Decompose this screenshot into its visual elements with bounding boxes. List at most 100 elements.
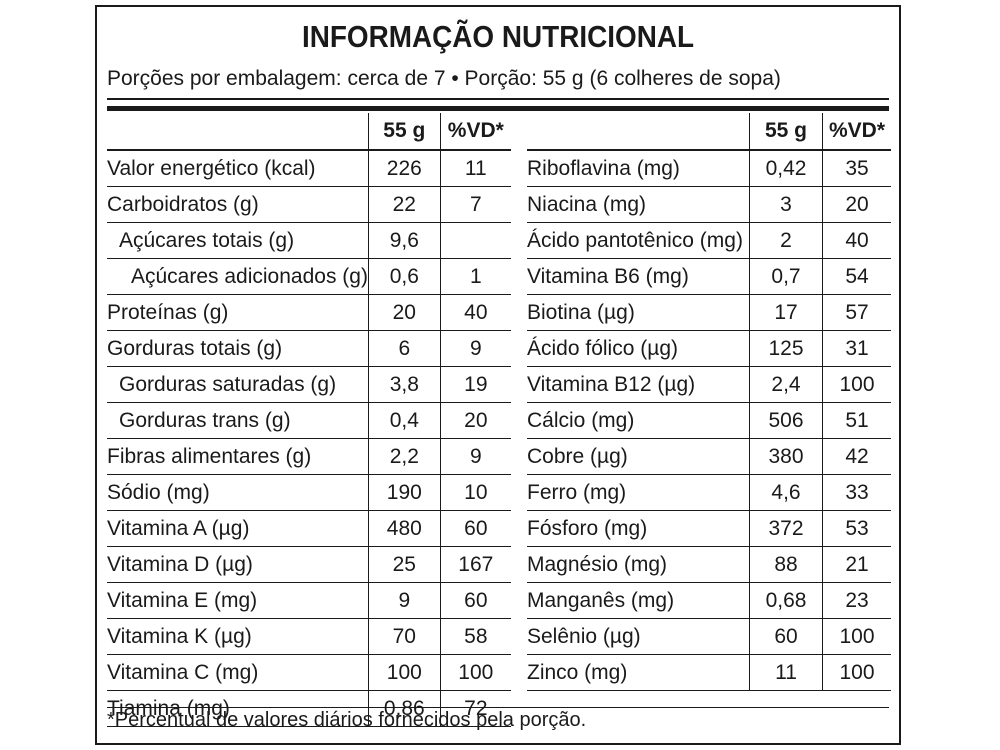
nutrient-row: Vitamina K (µg) 70 58 — [107, 618, 511, 655]
nutrient-dv: 42 — [822, 438, 891, 475]
nutrient-name: Vitamina A (µg) — [107, 510, 369, 547]
nutrient-dv: 100 — [822, 366, 891, 403]
nutrient-dv: 53 — [822, 510, 891, 547]
nutrient-amount: 25 — [367, 546, 441, 583]
nutrient-row: Vitamina C (mg) 100 100 — [107, 654, 511, 691]
nutrient-row: Gorduras trans (g) 0,4 20 — [107, 402, 511, 439]
nutrient-amount: 3 — [749, 186, 823, 223]
nutrient-dv: 1 — [439, 258, 511, 295]
nutrient-row: Ácido pantotênico (mg) 2 40 — [527, 222, 891, 259]
header-amount: 55 g — [749, 113, 823, 151]
nutrient-name: Valor energético (kcal) — [107, 150, 369, 187]
nutrient-dv: 60 — [439, 510, 511, 547]
nutrient-dv — [439, 222, 511, 259]
left-nutrient-table: 55 g %VD* Valor energético (kcal) 226 11 Ca… — [107, 113, 511, 727]
nutrient-name: Ferro (mg) — [527, 474, 750, 511]
header-amount: 55 g — [367, 113, 441, 151]
nutrient-amount: 100 — [367, 654, 441, 691]
nutrient-name: Ácido pantotênico (mg) — [527, 222, 750, 259]
nutrient-dv: 60 — [439, 582, 511, 619]
nutrient-name: Niacina (mg) — [527, 186, 750, 223]
nutrient-row: Cálcio (mg) 506 51 — [527, 402, 891, 439]
nutrient-name: Vitamina C (mg) — [107, 654, 369, 691]
right-nutrient-table: 55 g %VD* Riboflavina (mg) 0,42 35 Niacina … — [527, 113, 891, 691]
nutrient-dv: 58 — [439, 618, 511, 655]
nutrient-dv: 23 — [822, 582, 891, 619]
nutrient-amount: 0,42 — [749, 150, 823, 187]
nutrient-dv: 35 — [822, 150, 891, 187]
nutrient-name: Cobre (µg) — [527, 438, 750, 475]
label-title: INFORMAÇÃO NUTRICIONAL — [301, 19, 695, 54]
nutrient-amount: 6 — [367, 330, 441, 367]
thick-divider — [107, 106, 889, 111]
nutrient-dv: 19 — [439, 366, 511, 403]
nutrient-row: Ferro (mg) 4,6 33 — [527, 474, 891, 511]
nutrient-amount: 0,6 — [367, 258, 441, 295]
nutrient-amount: 4,6 — [749, 474, 823, 511]
nutrient-amount: 70 — [367, 618, 441, 655]
nutrient-name: Magnésio (mg) — [527, 546, 750, 583]
nutrient-dv: 33 — [822, 474, 891, 511]
nutrient-name: Vitamina B6 (mg) — [527, 258, 750, 295]
nutrient-name: Vitamina B12 (µg) — [527, 366, 750, 403]
nutrient-row: Sódio (mg) 190 10 — [107, 474, 511, 511]
footnote-divider — [107, 707, 889, 708]
nutrient-name: Biotina (µg) — [527, 294, 750, 331]
nutrient-amount: 11 — [749, 654, 823, 691]
nutrient-dv: 21 — [822, 546, 891, 583]
nutrient-row: Vitamina B6 (mg) 0,7 54 — [527, 258, 891, 295]
nutrient-amount: 88 — [749, 546, 823, 583]
nutrient-amount: 0,7 — [749, 258, 823, 295]
header-blank — [527, 113, 750, 151]
nutrient-amount: 9,6 — [367, 222, 441, 259]
nutrient-dv: 11 — [439, 150, 511, 187]
nutrient-row: Açúcares adicionados (g) 0,6 1 — [107, 258, 511, 295]
nutrient-row: Manganês (mg) 0,68 23 — [527, 582, 891, 619]
nutrient-amount: 3,8 — [367, 366, 441, 403]
nutrient-name: Tiamina (mg) — [107, 690, 369, 727]
nutrient-name: Sódio (mg) — [107, 474, 369, 511]
nutrient-dv: 100 — [822, 618, 891, 655]
nutrient-name: Selênio (µg) — [527, 618, 750, 655]
nutrient-row: Vitamina E (mg) 9 60 — [107, 582, 511, 619]
nutrient-row: Biotina (µg) 17 57 — [527, 294, 891, 331]
nutrient-amount: 2,4 — [749, 366, 823, 403]
nutrient-amount: 0,68 — [749, 582, 823, 619]
nutrient-amount: 9 — [367, 582, 441, 619]
nutrient-name: Fibras alimentares (g) — [107, 438, 369, 475]
nutrient-dv: 100 — [822, 654, 891, 691]
nutrient-row: Tiamina (mg) 0,86 72 — [107, 690, 511, 727]
nutrient-name: Gorduras totais (g) — [107, 330, 369, 367]
nutrient-amount: 60 — [749, 618, 823, 655]
serving-divider — [107, 98, 889, 100]
nutrient-name: Vitamina E (mg) — [107, 582, 369, 619]
nutrient-name: Açúcares adicionados (g) — [107, 258, 369, 295]
nutrient-amount: 125 — [749, 330, 823, 367]
nutrient-amount: 2 — [749, 222, 823, 259]
left-table-header: 55 g %VD* — [107, 113, 511, 151]
nutrient-row: Magnésio (mg) 88 21 — [527, 546, 891, 583]
nutrient-dv: 31 — [822, 330, 891, 367]
nutrient-row: Açúcares totais (g) 9,6 — [107, 222, 511, 259]
header-dv: %VD* — [439, 113, 511, 151]
nutrient-dv: 167 — [439, 546, 511, 583]
nutrient-dv: 7 — [439, 186, 511, 223]
nutrient-row: Gorduras totais (g) 6 9 — [107, 330, 511, 367]
nutrient-amount: 22 — [367, 186, 441, 223]
nutrient-row: Valor energético (kcal) 226 11 — [107, 150, 511, 187]
nutrient-name: Carboidratos (g) — [107, 186, 369, 223]
nutrient-row: Niacina (mg) 3 20 — [527, 186, 891, 223]
nutrient-dv: 20 — [439, 402, 511, 439]
nutrient-amount: 0,86 — [367, 690, 441, 727]
nutrient-row: Vitamina B12 (µg) 2,4 100 — [527, 366, 891, 403]
nutrient-amount: 372 — [749, 510, 823, 547]
nutrient-row: Fósforo (mg) 372 53 — [527, 510, 891, 547]
nutrient-name: Fósforo (mg) — [527, 510, 750, 547]
nutrient-amount: 506 — [749, 402, 823, 439]
left-column: 55 g %VD* Valor energético (kcal) 226 11 Ca… — [107, 113, 511, 727]
nutrient-amount: 480 — [367, 510, 441, 547]
nutrient-name: Ácido fólico (µg) — [527, 330, 750, 367]
nutrient-dv: 40 — [439, 294, 511, 331]
nutrient-amount: 226 — [367, 150, 441, 187]
nutrient-amount: 17 — [749, 294, 823, 331]
